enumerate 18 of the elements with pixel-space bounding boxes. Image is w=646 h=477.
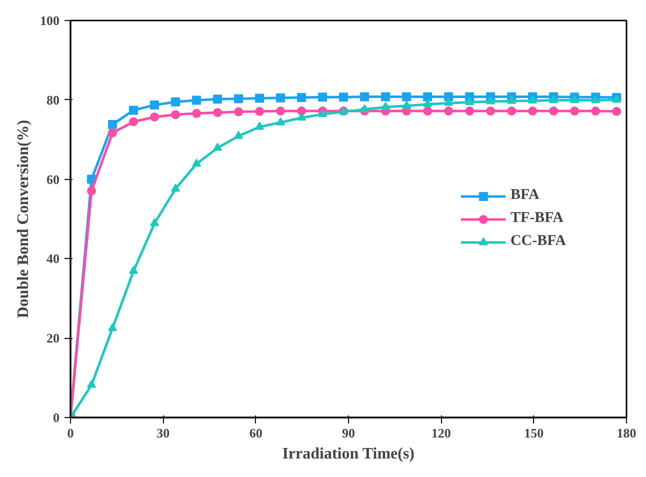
y-axis-title: Double Bond Conversion(%) (15, 120, 32, 318)
x-tick-label: 180 (616, 426, 636, 440)
y-tick-label: 100 (40, 13, 60, 28)
y-tick-label: 80 (46, 92, 60, 108)
y-tick-label: 0 (53, 410, 60, 425)
x-axis-title: Irradiation Time(s) (282, 446, 415, 462)
legend-label: BFA (510, 187, 540, 204)
y-tick-label: 40 (46, 251, 60, 266)
y-tick-label: 20 (46, 330, 60, 346)
x-tick-label: 0 (67, 426, 74, 440)
x-tick-label: 90 (342, 426, 355, 440)
x-tick-label: 120 (431, 426, 451, 440)
x-tick-label: 30 (156, 426, 170, 440)
x-tick-label: 60 (249, 426, 262, 440)
legend-label: CC-BFA (510, 233, 566, 250)
legend-label: TF-BFA (510, 210, 564, 227)
x-tick-label: 150 (524, 426, 544, 440)
y-tick-label: 60 (46, 172, 60, 187)
